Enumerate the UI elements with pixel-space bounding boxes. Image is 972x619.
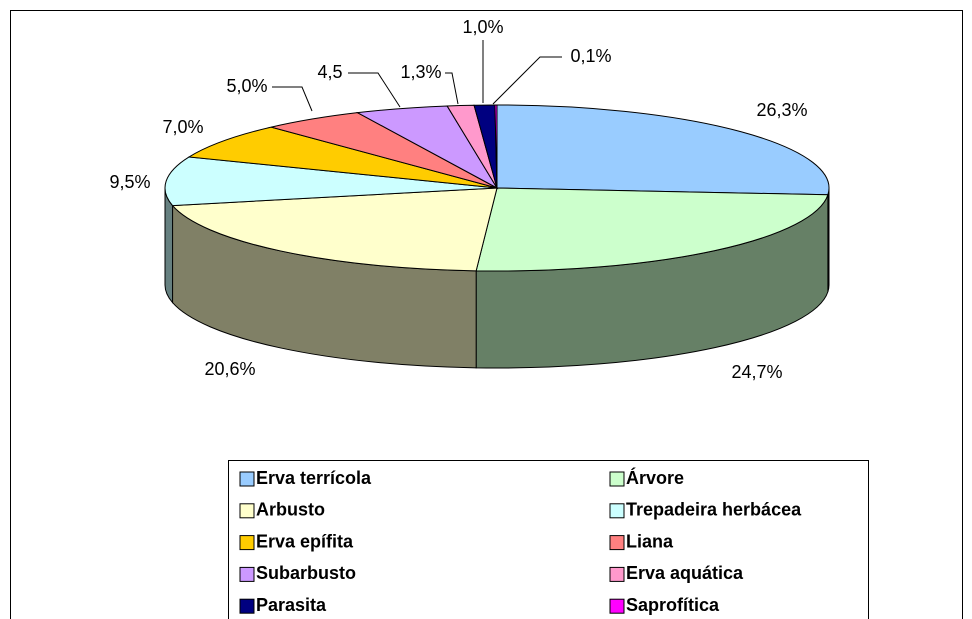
legend-label: Erva epífita: [256, 531, 354, 551]
legend-swatch: [609, 535, 625, 551]
legend-swatch: [239, 566, 255, 582]
data-label: 4,5: [317, 62, 342, 82]
legend-label: Subarbusto: [256, 563, 356, 583]
legend-label: Parasita: [256, 595, 327, 615]
data-label: 9,5%: [109, 172, 150, 192]
data-label: 20,6%: [204, 359, 255, 379]
pie-slice: [496, 104, 830, 196]
legend-label: Erva terrícola: [256, 468, 372, 488]
data-label: 1,0%: [462, 17, 503, 37]
legend-swatch: [609, 598, 625, 614]
pie-slice: [494, 104, 498, 189]
data-label: 26,3%: [756, 100, 807, 120]
data-label: 1,3%: [400, 62, 441, 82]
pie-slice: [475, 187, 829, 272]
leader-line: [348, 72, 401, 108]
legend-swatch: [239, 503, 255, 519]
data-label: 0,1%: [570, 46, 611, 66]
legend-label: Saprofítica: [626, 595, 720, 615]
leader-line: [272, 86, 313, 112]
legend-swatch: [239, 471, 255, 487]
pie-slice: [171, 187, 498, 272]
data-label: 24,7%: [731, 362, 782, 382]
legend-box: [228, 460, 869, 619]
legend-swatch: [239, 535, 255, 551]
legend-label: Erva aquática: [626, 563, 744, 583]
legend-label: Árvore: [626, 467, 684, 488]
chart-border: [10, 10, 963, 619]
legend-label: Trepadeira herbácea: [626, 500, 802, 520]
leader-line: [445, 72, 459, 105]
data-label: 5,0%: [226, 76, 267, 96]
legend-label: Arbusto: [256, 500, 325, 520]
pie-side: [164, 187, 174, 304]
legend-label: Liana: [626, 531, 674, 551]
pie-slice: [164, 156, 498, 207]
pie-slice: [187, 126, 498, 189]
data-label: 7,0%: [162, 117, 203, 137]
legend-swatch: [609, 566, 625, 582]
leader-line: [492, 56, 562, 105]
legend-swatch: [239, 598, 255, 614]
legend-swatch: [609, 471, 625, 487]
legend-swatch: [609, 503, 625, 519]
